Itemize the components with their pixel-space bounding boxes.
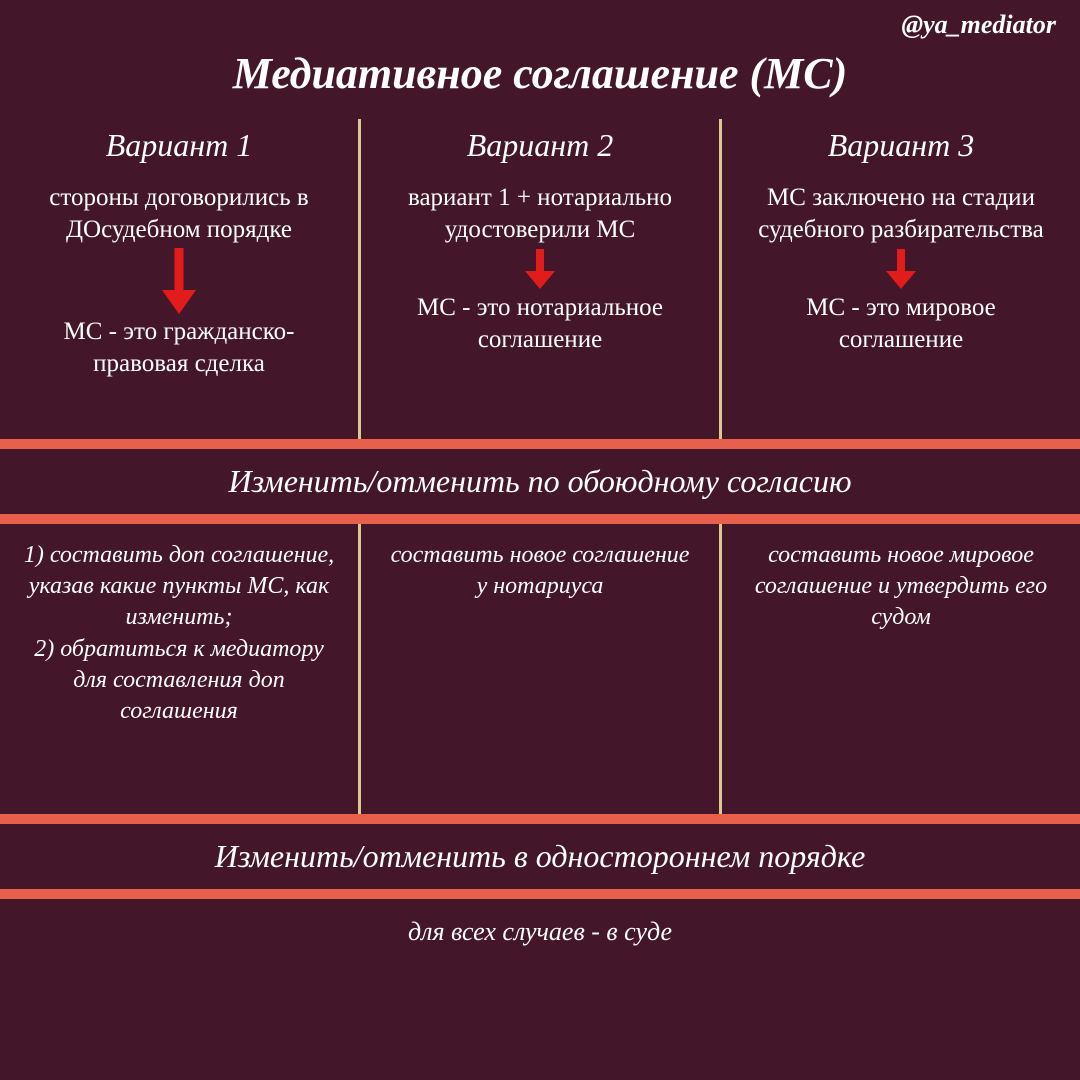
variant-head: Вариант 2 <box>383 127 697 164</box>
variant-col-2: Вариант 2 вариант 1 + нотариально удосто… <box>361 119 719 439</box>
divider-bar <box>0 514 1080 524</box>
mutual-text: 1) составить доп соглашение, указав каки… <box>22 540 336 727</box>
divider-bar <box>0 814 1080 824</box>
variant-top-text: вариант 1 + нотариально удостоверили МС <box>383 182 697 246</box>
variants-row: Вариант 1 стороны договорились в ДОсудеб… <box>0 119 1080 439</box>
down-arrow-icon <box>883 247 919 291</box>
section-title-unilateral: Изменить/отменить в одностороннем порядк… <box>0 824 1080 889</box>
down-arrow-icon <box>522 247 558 291</box>
arrow-wrap <box>383 246 697 292</box>
variant-bottom-text: МС - это нотариальное соглашение <box>383 292 697 356</box>
arrow-wrap <box>22 246 336 316</box>
mutual-text: составить новое соглашение у нотариуса <box>383 540 697 602</box>
variant-head: Вариант 3 <box>744 127 1058 164</box>
mutual-col-2: составить новое соглашение у нотариуса <box>361 524 719 814</box>
variant-top-text: стороны договорились в ДОсудебном порядк… <box>22 182 336 246</box>
variant-col-3: Вариант 3 МС заключено на стадии судебно… <box>722 119 1080 439</box>
section-title-mutual: Изменить/отменить по обоюдному согласию <box>0 449 1080 514</box>
arrow-wrap <box>744 246 1058 292</box>
author-handle: @ya_mediator <box>901 10 1056 40</box>
mutual-row: 1) составить доп соглашение, указав каки… <box>0 524 1080 814</box>
variant-bottom-text: МС - это гражданско-правовая сделка <box>22 316 336 380</box>
mutual-col-3: составить новое мировое соглашение и утв… <box>722 524 1080 814</box>
down-arrow-icon <box>158 246 200 316</box>
variant-bottom-text: МС - это мировое соглашение <box>744 292 1058 356</box>
variant-top-text: МС заключено на стадии судебного разбира… <box>744 182 1058 246</box>
divider-bar <box>0 439 1080 449</box>
variant-head: Вариант 1 <box>22 127 336 164</box>
footer-text: для всех случаев - в суде <box>0 899 1080 947</box>
mutual-col-1: 1) составить доп соглашение, указав каки… <box>0 524 358 814</box>
divider-bar <box>0 889 1080 899</box>
mutual-text: составить новое мировое соглашение и утв… <box>744 540 1058 634</box>
variant-col-1: Вариант 1 стороны договорились в ДОсудеб… <box>0 119 358 439</box>
